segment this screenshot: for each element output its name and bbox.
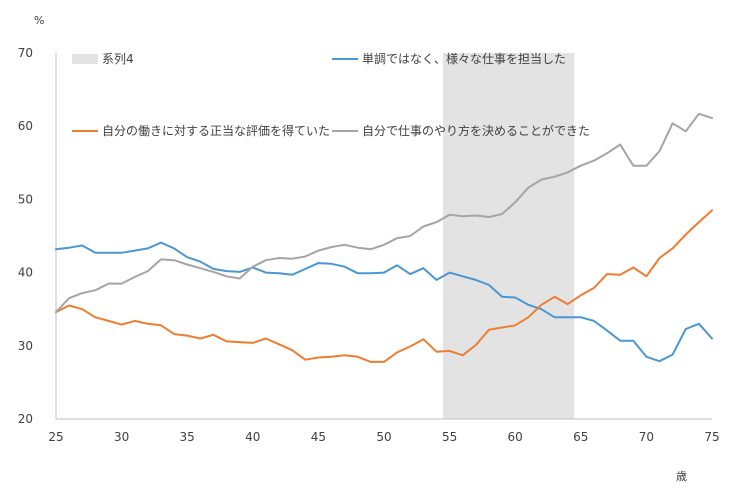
y-axis-unit-label: % <box>34 14 44 27</box>
y-tick-label: 40 <box>18 266 33 280</box>
x-tick-label: 45 <box>311 430 326 444</box>
shaded-band <box>443 53 575 419</box>
series-line <box>55 209 713 363</box>
legend-label: 自分の働きに対する正当な評価を得ていた <box>102 123 330 138</box>
x-tick-label: 35 <box>180 430 195 444</box>
y-tick-label: 30 <box>18 339 33 353</box>
x-tick-label: 65 <box>573 430 588 444</box>
y-tick-label: 70 <box>18 46 33 60</box>
x-tick-label: 40 <box>245 430 260 444</box>
x-tick-label: 50 <box>376 430 391 444</box>
x-tick-label: 30 <box>114 430 129 444</box>
y-tick-label: 60 <box>18 119 33 133</box>
legend-item: 単調ではなく、様々な仕事を担当した <box>332 52 566 66</box>
legend-item: 系列4 <box>72 52 134 66</box>
axis-layer: 20 30 40 50 60 70 25 30 35 40 45 50 55 60 65 70 75 <box>18 46 720 444</box>
legend-label: 単調ではなく、様々な仕事を担当した <box>362 52 566 66</box>
shaded-band-layer <box>443 53 575 419</box>
legend-label: 自分で仕事のやり方を決めることができた <box>362 123 590 138</box>
legend-label: 系列4 <box>102 52 134 66</box>
x-tick-label: 25 <box>48 430 63 444</box>
series-line <box>55 241 713 363</box>
legend-swatch <box>72 54 98 64</box>
x-tick-label: 55 <box>442 430 457 444</box>
x-axis-unit-label: 歳 <box>676 470 687 483</box>
y-tick-label: 20 <box>18 412 33 426</box>
series-layer <box>55 112 713 363</box>
legend-item: 自分で仕事のやり方を決めることができた <box>332 123 590 138</box>
series-line <box>55 112 713 314</box>
y-tick-label: 50 <box>18 192 33 206</box>
legend-item: 自分の働きに対する正当な評価を得ていた <box>72 123 330 138</box>
x-tick-label: 70 <box>639 430 654 444</box>
x-tick-label: 60 <box>508 430 523 444</box>
x-tick-label: 75 <box>704 430 719 444</box>
